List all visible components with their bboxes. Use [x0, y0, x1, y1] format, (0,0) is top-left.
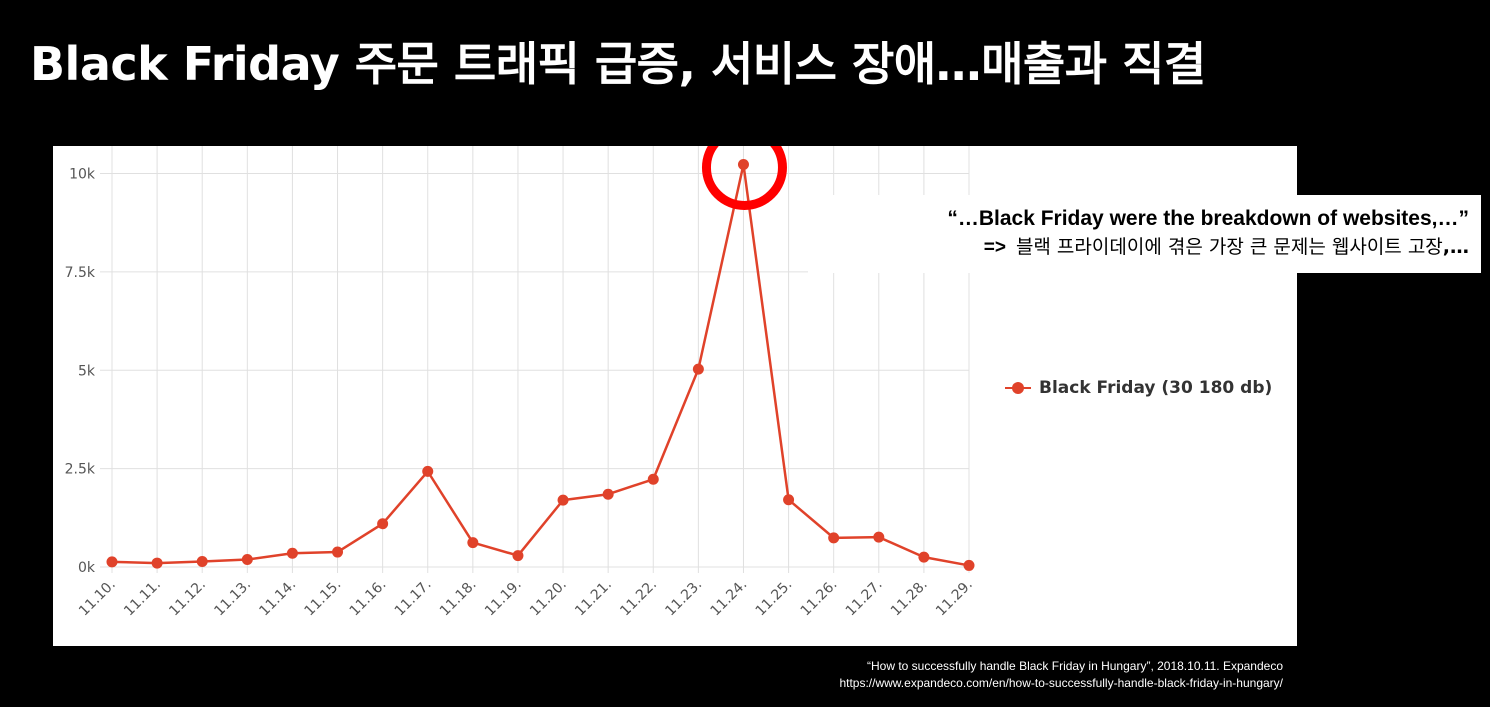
x-tick-label: 11.12. [166, 577, 209, 620]
x-tick-label: 11.16. [347, 577, 390, 620]
y-tick-label: 10k [69, 167, 96, 183]
x-tick-label: 11.27. [843, 577, 886, 620]
source-citation: “How to successfully handle Black Friday… [839, 658, 1283, 692]
x-tick-label: 11.13. [211, 577, 254, 620]
x-tick-label: 11.24. [708, 577, 751, 620]
x-tick-label: 11.11. [121, 577, 164, 620]
x-tick-label: 11.29. [933, 577, 976, 620]
x-tick-label: 11.15. [302, 577, 345, 620]
citation-url[interactable]: https://www.expandeco.com/en/how-to-succ… [839, 676, 1283, 690]
data-point[interactable] [602, 488, 614, 500]
x-tick-label: 11.28. [888, 577, 931, 620]
series-points [106, 158, 975, 571]
quote-arrow: => [983, 237, 1006, 258]
citation-title: “How to successfully handle Black Friday… [867, 659, 1283, 673]
x-tick-label: 11.14. [256, 577, 299, 620]
data-point[interactable] [828, 532, 840, 544]
quote-korean: 블랙 프라이데이에 겪은 가장 큰 문제는 웹사이트 고장 [1015, 236, 1443, 258]
data-point[interactable] [377, 518, 389, 530]
series-line [111, 163, 970, 567]
x-tick-label: 11.22. [617, 577, 660, 620]
data-point[interactable] [918, 551, 930, 563]
quote-english: “…Black Friday were the breakdown of web… [947, 207, 1469, 230]
data-point[interactable] [963, 559, 975, 571]
y-tick-label: 7.5k [65, 265, 96, 281]
y-tick-label: 0k [78, 560, 96, 576]
y-tick-label: 5k [78, 363, 96, 379]
x-tick-label: 11.10. [76, 577, 119, 620]
x-tick-label: 11.17. [392, 577, 435, 620]
quote-korean-line: => 블랙 프라이데이에 겪은 가장 큰 문제는 웹사이트 고장,… [808, 233, 1469, 262]
data-point[interactable] [557, 494, 569, 506]
x-tick-label: 11.26. [798, 577, 841, 620]
data-point[interactable] [422, 465, 434, 477]
data-point[interactable] [873, 531, 885, 543]
x-tick-label: 11.18. [437, 577, 480, 620]
data-point[interactable] [692, 363, 704, 375]
x-tick-label: 11.25. [753, 577, 796, 620]
peak-highlight [701, 146, 787, 210]
y-axis-ticks: 0k 2.5k 5k 7.5k 10k [65, 167, 96, 576]
y-tick-label: 2.5k [65, 462, 96, 478]
legend-swatch-icon [1005, 381, 1031, 395]
chart-legend[interactable]: Black Friday (30 180 db) [1005, 378, 1272, 398]
data-point[interactable] [286, 547, 298, 559]
legend-label: Black Friday (30 180 db) [1039, 378, 1273, 398]
data-point[interactable] [241, 554, 253, 566]
slide-title: Black Friday 주문 트래픽 급증, 서비스 장애…매출과 직결 [30, 37, 1206, 91]
data-point[interactable] [737, 158, 749, 170]
quote-callout: “…Black Friday were the breakdown of web… [808, 195, 1481, 273]
x-tick-label: 11.23. [662, 577, 705, 620]
data-point[interactable] [647, 473, 659, 485]
data-point[interactable] [151, 557, 163, 569]
data-point[interactable] [783, 494, 795, 506]
data-point[interactable] [467, 537, 479, 549]
data-point[interactable] [106, 556, 118, 568]
data-point[interactable] [332, 546, 344, 558]
x-axis-ticks: 11.10. 11.11. 11.12. 11.13. 11.14. 11.15. 11.1… [76, 577, 976, 620]
x-tick-label: 11.21. [572, 577, 615, 620]
x-tick-label: 11.20. [527, 577, 570, 620]
line-chart: 0k 2.5k 5k 7.5k 10k 11.10. 11.11. 11.12. 11.13.… [65, 146, 976, 620]
series-line-layer [111, 163, 970, 567]
data-point[interactable] [196, 555, 208, 567]
peak-highlight-ring [701, 146, 787, 210]
data-point[interactable] [512, 550, 524, 562]
x-tick-label: 11.19. [482, 577, 525, 620]
quote-ellipsis: ,… [1442, 236, 1469, 258]
